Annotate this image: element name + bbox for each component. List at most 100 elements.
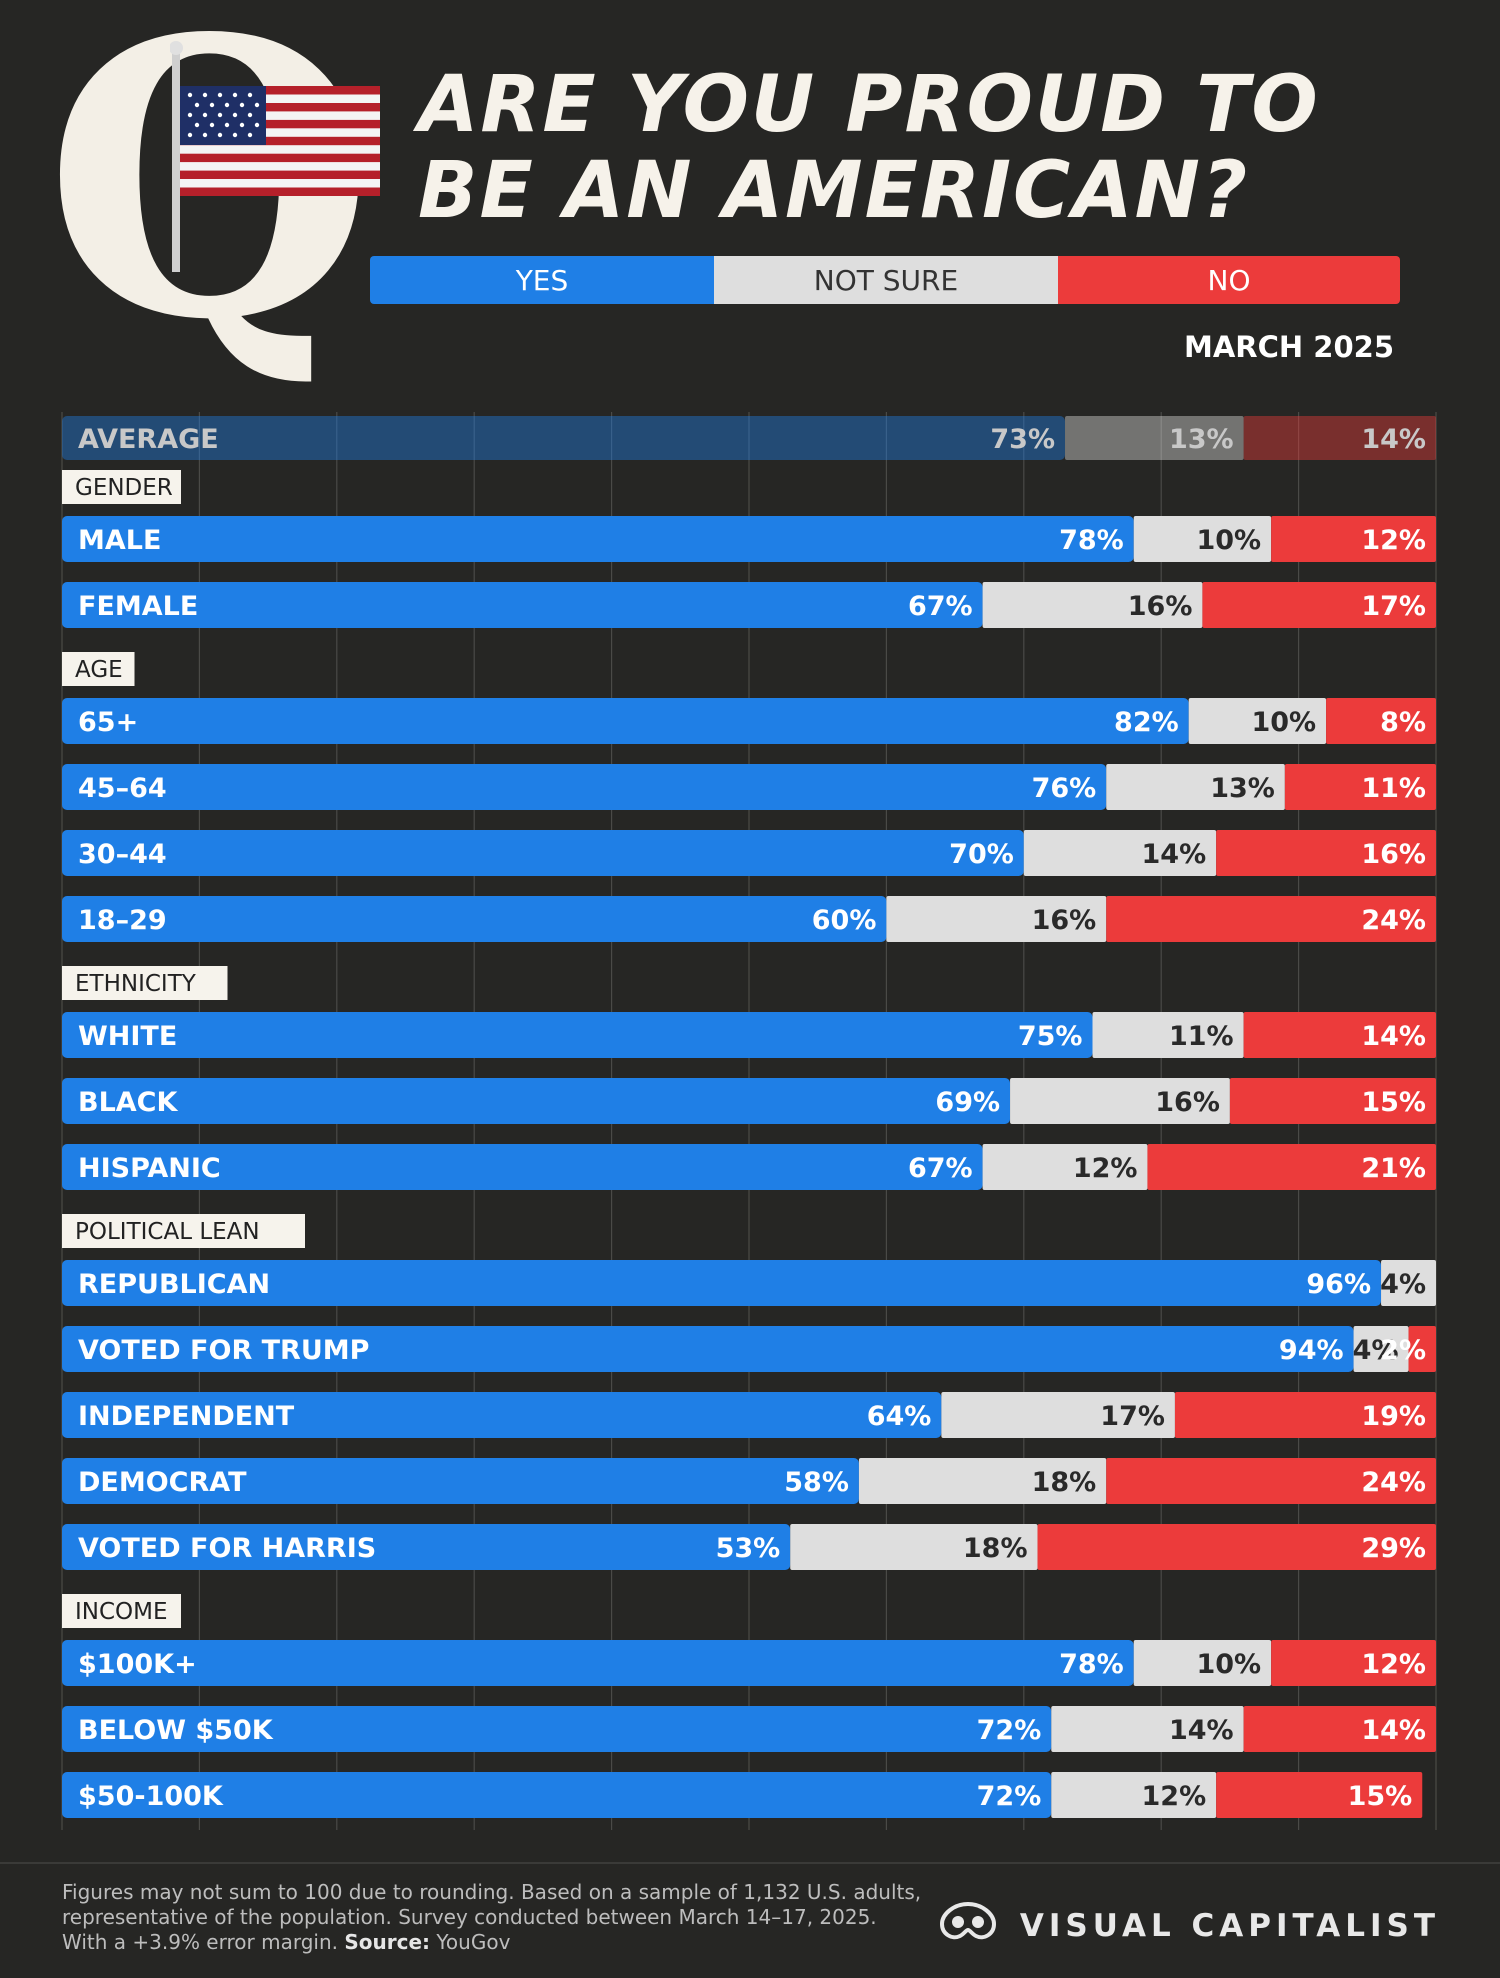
- value-label-not-sure: 12%: [1142, 1781, 1207, 1812]
- group-header-bg: [62, 652, 135, 686]
- value-label-yes: 67%: [908, 1153, 973, 1184]
- bar-not-sure: [1133, 1640, 1272, 1686]
- row-label: 30–44: [78, 839, 167, 870]
- row-label: DEMOCRAT: [78, 1467, 247, 1498]
- bar-yes: [62, 764, 1107, 810]
- survey-date: MARCH 2025: [1184, 330, 1394, 364]
- group-header: GENDER: [75, 475, 173, 501]
- row-label: VOTED FOR TRUMP: [78, 1335, 369, 1366]
- bar-not-sure: [790, 1524, 1038, 1570]
- value-label-yes: 73%: [990, 424, 1055, 455]
- value-label-yes: 60%: [812, 905, 877, 936]
- row-label: VOTED FOR HARRIS: [78, 1533, 376, 1564]
- row-label: $100K+: [78, 1649, 197, 1680]
- bar-not-sure: [1188, 698, 1327, 744]
- bar-no: [1216, 830, 1436, 876]
- value-label-yes: 72%: [977, 1715, 1042, 1746]
- bar-yes: [62, 1144, 983, 1190]
- value-label-no: 12%: [1361, 1649, 1426, 1680]
- footnote-line-1: Figures may not sum to 100 due to roundi…: [62, 1880, 922, 1904]
- value-label-no: 21%: [1361, 1153, 1426, 1184]
- value-label-not-sure: 18%: [1032, 1467, 1097, 1498]
- bar-yes: [62, 1326, 1354, 1372]
- bar-no: [1408, 1326, 1436, 1372]
- group-header: ETHNICITY: [75, 971, 197, 997]
- row-label: 65+: [78, 707, 138, 738]
- bar-no: [1243, 1706, 1436, 1752]
- bar-not-sure: [1106, 764, 1285, 810]
- bar-no: [1243, 416, 1436, 460]
- row-label: WHITE: [78, 1021, 177, 1052]
- group-header-bg: [62, 1594, 181, 1628]
- value-label-not-sure: 10%: [1196, 1649, 1261, 1680]
- group-header: INCOME: [75, 1599, 168, 1625]
- value-label-no: 19%: [1361, 1401, 1426, 1432]
- value-label-not-sure: 10%: [1251, 707, 1316, 738]
- bar-yes: [62, 1260, 1382, 1306]
- bar-no: [1271, 516, 1436, 562]
- value-label-no: 29%: [1361, 1533, 1426, 1564]
- bar-yes: [62, 1012, 1093, 1058]
- bar-not-sure: [1353, 1326, 1409, 1372]
- value-label-no: 14%: [1361, 1715, 1426, 1746]
- bar-no: [1229, 1078, 1436, 1124]
- value-label-yes: 53%: [716, 1533, 781, 1564]
- value-label-not-sure: 17%: [1100, 1401, 1165, 1432]
- bar-no: [1037, 1524, 1436, 1570]
- row-label: MALE: [78, 525, 161, 556]
- value-label-not-sure: 13%: [1169, 424, 1234, 455]
- bar-not-sure: [886, 896, 1107, 942]
- bar-yes: [62, 1524, 791, 1570]
- value-label-not-sure: 13%: [1210, 773, 1275, 804]
- value-label-no: 2%: [1380, 1335, 1426, 1366]
- group-header-bg: [62, 470, 181, 504]
- value-label-not-sure: 16%: [1032, 905, 1097, 936]
- row-label: INDEPENDENT: [78, 1401, 295, 1432]
- brand-name: VISUAL CAPITALIST: [1019, 1908, 1440, 1944]
- footer-divider: [0, 1862, 1500, 1864]
- value-label-not-sure: 14%: [1142, 839, 1207, 870]
- row-label: FEMALE: [78, 591, 198, 622]
- row-label: BELOW $50K: [78, 1715, 274, 1746]
- footnote-line-2: representative of the population. Survey…: [62, 1905, 877, 1929]
- bar-not-sure: [1010, 1078, 1230, 1124]
- brand: VISUAL CAPITALIST: [938, 1900, 1440, 1952]
- value-label-no: 8%: [1380, 707, 1426, 738]
- group-header-bg: [62, 966, 228, 1000]
- bar-no: [1147, 1144, 1436, 1190]
- value-label-not-sure: 10%: [1196, 525, 1261, 556]
- title-line-1: Are You Proud to: [418, 60, 1320, 150]
- legend-not-sure: NOT SURE: [714, 256, 1058, 304]
- value-label-not-sure: 18%: [963, 1533, 1028, 1564]
- bar-no: [1202, 582, 1436, 628]
- value-label-no: 24%: [1361, 1467, 1426, 1498]
- bar-not-sure: [1051, 1772, 1217, 1818]
- us-flag-icon: [169, 40, 410, 280]
- bar-yes: [62, 896, 887, 942]
- source-name: YouGov: [436, 1930, 511, 1954]
- bar-not-sure: [1023, 830, 1217, 876]
- bar-not-sure: [982, 582, 1203, 628]
- value-label-yes: 72%: [977, 1781, 1042, 1812]
- value-label-not-sure: 4%: [1380, 1269, 1426, 1300]
- value-label-no: 14%: [1361, 424, 1426, 455]
- value-label-no: 12%: [1361, 525, 1426, 556]
- value-label-yes: 70%: [949, 839, 1014, 870]
- bar-no: [1174, 1392, 1436, 1438]
- value-label-not-sure: 11%: [1169, 1021, 1234, 1052]
- value-label-no: 15%: [1361, 1087, 1426, 1118]
- value-label-yes: 75%: [1018, 1021, 1083, 1052]
- legend-no: NO: [1058, 256, 1400, 304]
- value-label-yes: 67%: [908, 591, 973, 622]
- group-header: POLITICAL LEAN: [75, 1219, 260, 1245]
- bar-not-sure: [941, 1392, 1175, 1438]
- row-label: $50-100K: [78, 1781, 224, 1812]
- value-label-yes: 94%: [1279, 1335, 1344, 1366]
- value-label-no: 16%: [1361, 839, 1426, 870]
- value-label-no: 24%: [1361, 905, 1426, 936]
- bar-not-sure: [982, 1144, 1148, 1190]
- visual-capitalist-logo-icon: [938, 1900, 998, 1952]
- bar-not-sure: [1065, 416, 1244, 460]
- bar-no: [1106, 1458, 1436, 1504]
- bar-no: [1216, 1772, 1423, 1818]
